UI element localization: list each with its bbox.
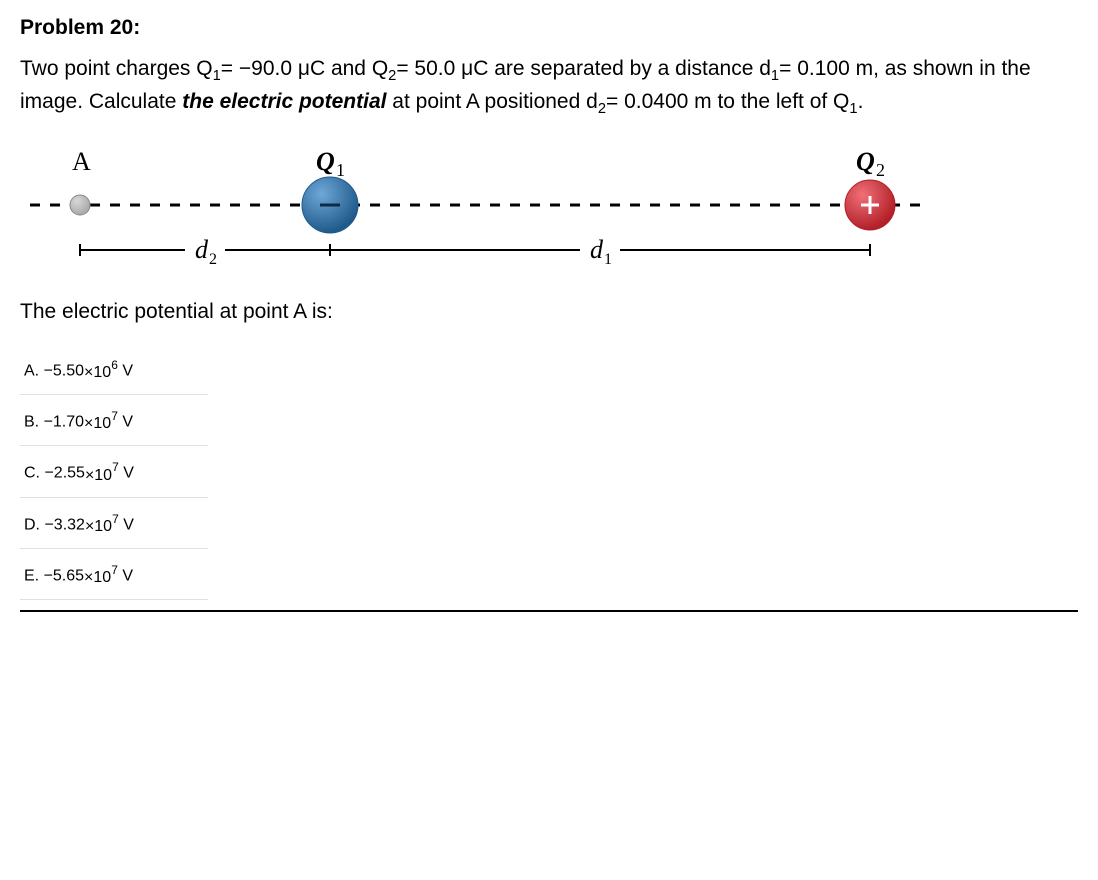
svg-text:1: 1 — [604, 251, 612, 268]
option-value: −1.70×107 V — [44, 409, 133, 431]
option-value: −5.50×106 V — [44, 358, 133, 380]
svg-text:2: 2 — [209, 251, 217, 268]
answer-option[interactable]: A. −5.50×106 V — [20, 344, 208, 395]
sub: 1 — [849, 101, 857, 117]
problem-title: Problem 20: — [20, 16, 1078, 40]
svg-text:d: d — [195, 235, 209, 264]
option-value: −3.32×107 V — [44, 512, 133, 534]
svg-text:Q: Q — [316, 147, 335, 176]
text: = 0.0400 m to the left of Q — [606, 90, 849, 113]
answer-option[interactable]: B. −1.70×107 V — [20, 395, 208, 446]
svg-text:Q: Q — [856, 147, 875, 176]
option-letter: A. — [24, 362, 44, 379]
text: = 50.0 μC are separated by a distance d — [396, 57, 771, 80]
text: Two point charges Q — [20, 57, 213, 80]
answer-option[interactable]: C. −2.55×107 V — [20, 446, 208, 497]
svg-text:2: 2 — [876, 160, 885, 180]
answer-option[interactable]: E. −5.65×107 V — [20, 549, 208, 600]
bottom-rule — [20, 610, 1078, 612]
text: at point A positioned d — [386, 90, 597, 113]
text: . — [858, 90, 864, 113]
answer-option[interactable]: D. −3.32×107 V — [20, 498, 208, 549]
emphasis: the electric potential — [182, 90, 386, 113]
text: = −90.0 μC and Q — [221, 57, 388, 80]
option-value: −2.55×107 V — [44, 460, 133, 482]
problem-statement: Two point charges Q1= −90.0 μC and Q2= 5… — [20, 54, 1078, 120]
sub: 1 — [213, 68, 221, 84]
option-letter: C. — [24, 465, 44, 482]
option-letter: B. — [24, 413, 44, 430]
svg-text:A: A — [72, 147, 91, 176]
sub: 2 — [598, 101, 606, 117]
option-letter: E. — [24, 567, 44, 584]
option-letter: D. — [24, 516, 44, 533]
charge-diagram: AQ1Q2d2d1 — [20, 140, 920, 290]
sub: 1 — [771, 68, 779, 84]
question-text: The electric potential at point A is: — [20, 300, 1078, 324]
svg-text:1: 1 — [336, 160, 345, 180]
svg-text:d: d — [590, 235, 604, 264]
option-value: −5.65×107 V — [44, 563, 133, 585]
